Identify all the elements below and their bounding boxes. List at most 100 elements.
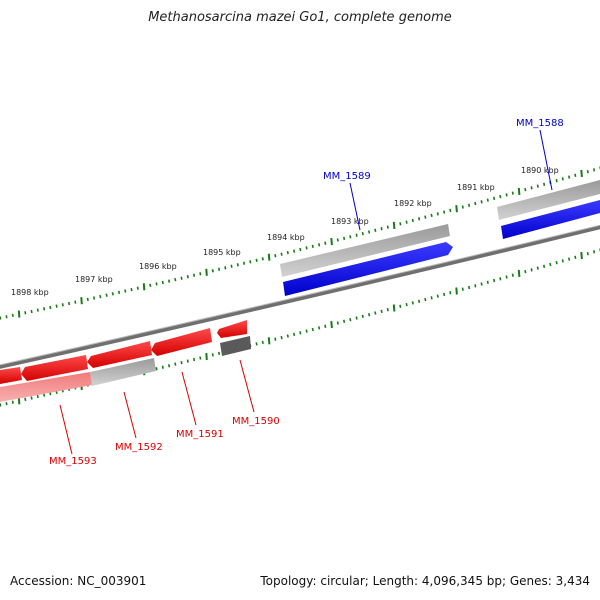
accession-text: Accession: NC_003901 — [10, 574, 147, 588]
gene-feature-mm-1589[interactable] — [283, 242, 453, 296]
minor-tick — [574, 173, 577, 177]
gene-label-mm-1591[interactable]: MM_1591 — [176, 429, 224, 440]
minor-tick — [55, 304, 58, 308]
minor-tick — [99, 294, 102, 299]
gene-feature-mm-1593-light[interactable] — [0, 372, 92, 402]
minor-tick — [430, 296, 433, 300]
minor-tick — [368, 230, 371, 234]
minor-tick — [593, 250, 596, 254]
minor-tick — [480, 200, 483, 204]
minor-tick — [461, 287, 464, 291]
minor-tick — [105, 293, 108, 297]
tick-labels: 1890 kbp 1891 kbp 1892 kbp 1893 kbp 1894… — [11, 166, 559, 297]
gene-feature-mm-1588-gray[interactable] — [497, 180, 600, 220]
minor-tick — [74, 300, 77, 304]
minor-tick — [193, 273, 196, 277]
minor-tick — [318, 243, 321, 247]
minor-tick — [430, 213, 433, 218]
leader-mm-1589 — [349, 182, 361, 231]
minor-tick — [380, 227, 383, 231]
minor-tick — [180, 276, 183, 280]
minor-tick — [180, 360, 183, 365]
major-tick — [455, 205, 458, 213]
minor-tick — [286, 334, 289, 338]
minor-tick — [30, 396, 33, 400]
tick-label: 1894 kbp — [267, 233, 305, 242]
minor-tick — [299, 247, 302, 252]
major-tick — [267, 337, 271, 345]
tick-label: 1892 kbp — [394, 199, 432, 208]
leader-mm-1593 — [59, 404, 73, 455]
gene-feature-mm-1589-gray[interactable] — [280, 224, 450, 277]
minor-tick — [118, 290, 121, 295]
minor-tick — [286, 250, 289, 255]
minor-tick — [280, 335, 283, 340]
minor-tick — [468, 285, 471, 290]
minor-tick — [399, 222, 402, 226]
minor-tick — [474, 284, 477, 288]
tick-label: 1898 kbp — [11, 288, 49, 297]
minor-tick — [443, 210, 446, 214]
minor-tick — [343, 236, 346, 241]
minor-tick — [293, 249, 296, 253]
minor-tick — [561, 177, 564, 181]
minor-tick — [61, 303, 64, 307]
minor-tick — [324, 324, 327, 328]
minor-tick — [524, 187, 527, 192]
gene-feature-mm-1593[interactable] — [21, 355, 88, 381]
minor-tick — [199, 356, 202, 360]
minor-tick — [443, 292, 446, 297]
major-tick — [580, 169, 583, 178]
minor-tick — [386, 225, 389, 229]
minor-tick — [68, 301, 71, 306]
minor-tick — [36, 308, 39, 312]
minor-tick — [349, 318, 352, 322]
minor-tick — [0, 403, 2, 407]
minor-tick — [168, 364, 171, 368]
map-title: Methanosarcina mazei Go1, complete genom… — [148, 10, 452, 25]
gene-label-mm-1589[interactable]: MM_1589 — [323, 171, 371, 182]
gene-label-mm-1593[interactable]: MM_1593 — [49, 456, 97, 467]
major-tick — [17, 310, 21, 318]
minor-tick — [305, 246, 308, 250]
minor-tick — [311, 327, 314, 332]
gene-feature-mm-1592-gray[interactable] — [90, 358, 156, 386]
minor-tick — [280, 252, 283, 256]
gene-feature-left-edge[interactable] — [0, 367, 22, 384]
minor-tick — [255, 258, 258, 262]
gene-feature-mm-1590[interactable] — [217, 320, 247, 338]
minor-tick — [136, 286, 139, 290]
minor-tick — [193, 357, 196, 362]
minor-tick — [436, 294, 439, 298]
gene-label-mm-1590[interactable]: MM_1590 — [232, 416, 280, 427]
minor-tick — [336, 238, 339, 242]
minor-tick — [536, 184, 539, 188]
minor-tick — [449, 208, 452, 213]
tick-label: 1890 kbp — [521, 166, 559, 175]
genome-backbone — [0, 225, 600, 369]
gene-feature-mm-1588[interactable] — [501, 200, 600, 239]
gene-feature-mm-1592[interactable] — [87, 341, 152, 368]
minor-tick — [355, 233, 358, 237]
minor-tick — [368, 313, 371, 317]
minor-tick — [336, 321, 339, 325]
minor-tick — [505, 275, 508, 279]
summary-text: Topology: circular; Length: 4,096,345 bp… — [260, 574, 590, 588]
minor-tick — [536, 266, 539, 270]
gene-feature-mm-1590-dark[interactable] — [220, 336, 251, 356]
minor-tick — [311, 244, 314, 249]
minor-tick — [555, 179, 558, 183]
minor-tick — [511, 273, 514, 277]
major-tick — [330, 321, 333, 329]
gene-feature-mm-1591[interactable] — [151, 328, 212, 356]
major-tick — [580, 251, 583, 260]
minor-tick — [11, 313, 14, 318]
gene-label-mm-1588[interactable]: MM_1588 — [516, 118, 564, 129]
gene-label-mm-1592[interactable]: MM_1592 — [115, 442, 163, 453]
tick-label: 1891 kbp — [457, 183, 495, 192]
minor-tick — [11, 400, 14, 404]
minor-tick — [436, 212, 439, 216]
minor-tick — [374, 311, 377, 315]
minor-tick — [111, 292, 114, 296]
